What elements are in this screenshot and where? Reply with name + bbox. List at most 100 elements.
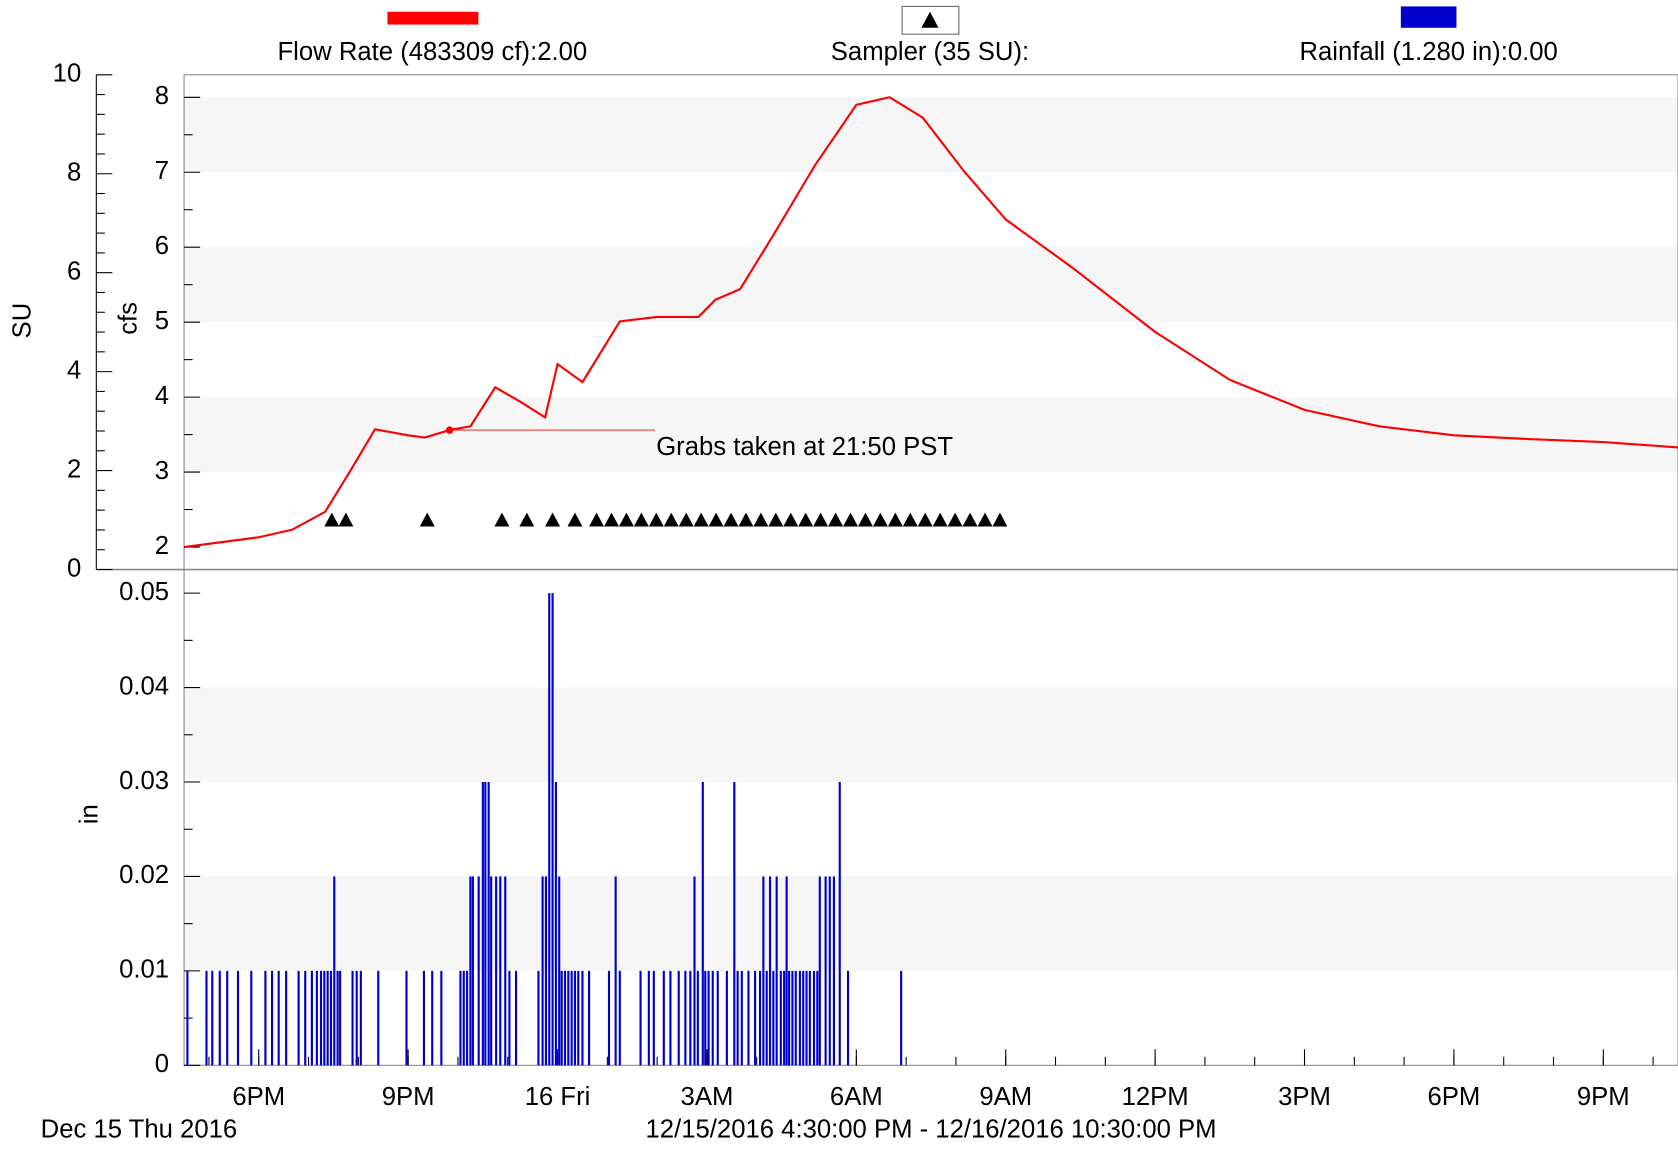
rain-bar <box>669 970 672 1066</box>
rain-bar <box>570 970 573 1066</box>
sampler-marker <box>567 512 583 527</box>
y-tick-label: 8 <box>67 159 81 187</box>
sampler-marker <box>419 512 435 527</box>
sampler-marker <box>723 512 739 527</box>
sampler-marker <box>857 512 873 527</box>
rain-bar <box>285 970 288 1066</box>
rain-bar <box>765 970 768 1066</box>
rain-bar <box>297 970 300 1066</box>
rain-bar <box>762 876 765 1066</box>
rain-bar <box>359 970 362 1066</box>
rain-bar <box>563 970 567 1066</box>
rain-bar <box>329 970 333 1066</box>
rain-bar <box>440 970 443 1066</box>
legend-swatch <box>1400 6 1457 28</box>
rain-bar <box>614 876 617 1066</box>
rain-bar <box>577 970 580 1066</box>
rain-bar <box>377 970 380 1066</box>
rain-bar <box>701 782 704 1066</box>
rain-bar <box>481 782 484 1066</box>
rain-bar <box>581 970 584 1066</box>
x-tick-label: 3PM <box>1278 1083 1331 1111</box>
rain-bar <box>805 970 808 1066</box>
rain-bar <box>544 876 548 1066</box>
y-tick-label: 0.05 <box>119 578 169 606</box>
rain-bar <box>647 970 650 1066</box>
rain-bar <box>900 970 903 1066</box>
rain-bar <box>558 876 561 1066</box>
sampler-marker <box>618 512 634 527</box>
rain-bar <box>736 970 739 1066</box>
sampler-marker <box>813 512 829 527</box>
rain-bar <box>499 876 502 1066</box>
flow-line <box>183 96 1678 549</box>
x-tick-label: 6PM <box>1428 1083 1481 1111</box>
sampler-marker <box>708 512 724 527</box>
rain-bar <box>469 876 472 1066</box>
rain-bar <box>747 970 750 1066</box>
y-tick-label: 0 <box>155 1050 169 1078</box>
rain-bar <box>459 970 462 1066</box>
rain-bar <box>754 970 757 1066</box>
rain-bar <box>693 876 696 1066</box>
y-tick-label: 10 <box>53 60 82 88</box>
rain-bar <box>652 970 655 1066</box>
y-tick-label: 6 <box>155 232 169 260</box>
rain-bar <box>716 970 719 1066</box>
sampler-marker <box>663 512 679 527</box>
rain-bar <box>758 970 762 1066</box>
rain-bar <box>775 876 778 1066</box>
rain-bar <box>818 876 821 1066</box>
annotation-text: Grabs taken at 21:50 PST <box>656 433 953 461</box>
cfs-axis-label: cfs <box>114 302 142 335</box>
rain-bar <box>250 970 253 1066</box>
rain-bar <box>816 970 819 1066</box>
rain-bar <box>264 970 267 1066</box>
x-tick-label: 12PM <box>1122 1083 1189 1111</box>
rain-bar <box>339 970 342 1066</box>
rain-bar <box>808 970 811 1066</box>
rain-bar <box>405 970 408 1066</box>
rain-bar <box>783 970 786 1066</box>
rain-bar <box>740 970 743 1066</box>
band <box>184 247 1678 323</box>
y-tick-label: 2 <box>155 532 169 560</box>
y-tick-label: 2 <box>67 455 81 483</box>
sampler-marker <box>917 512 933 527</box>
rain-bar <box>466 970 469 1066</box>
rain-bar <box>490 876 493 1066</box>
sampler-marker <box>738 512 754 527</box>
rain-bar <box>812 970 816 1066</box>
rain-bar <box>802 970 805 1066</box>
rain-bar <box>828 876 831 1066</box>
rain-bar <box>333 876 336 1066</box>
rain-bar <box>684 970 687 1066</box>
sampler-marker <box>604 512 619 527</box>
legend-swatch <box>387 11 479 25</box>
y-tick-label: 7 <box>155 157 169 185</box>
rain-bar <box>495 876 498 1066</box>
sampler-marker <box>519 512 535 527</box>
rain-bar <box>508 970 511 1066</box>
rain-bar <box>462 970 465 1066</box>
rain-bar <box>310 970 313 1066</box>
band <box>184 876 1678 971</box>
rain-bar <box>218 970 221 1066</box>
x-tick-label: 9PM <box>382 1083 435 1111</box>
su-axis-label: SU <box>8 303 36 339</box>
y-tick-label: 8 <box>155 82 169 110</box>
sampler-marker <box>977 512 993 527</box>
sampler-marker <box>678 512 694 527</box>
rain-bar <box>607 970 611 1066</box>
y-tick-label: 4 <box>67 356 81 384</box>
date-label: Dec 15 Thu 2016 <box>41 1115 238 1143</box>
x-tick-label: 16 Fri <box>525 1083 591 1111</box>
band <box>184 687 1678 783</box>
rain-bar <box>355 970 358 1066</box>
y-tick-label: 0.01 <box>119 956 169 984</box>
rain-bar <box>785 876 788 1066</box>
rain-bar <box>304 970 307 1066</box>
in-axis-label: in <box>76 804 104 824</box>
rain-bar <box>772 970 775 1066</box>
